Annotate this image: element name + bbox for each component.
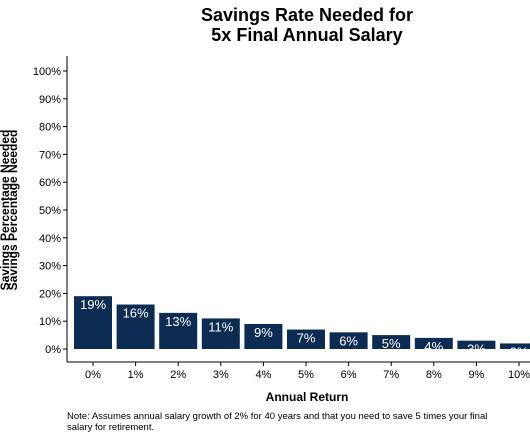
bar-data-label: 16% [123,306,149,321]
bar [329,332,368,349]
bar [74,296,112,349]
x-tick-label: 7% [383,369,399,381]
bar [159,312,198,349]
x-tick-label: 6% [341,369,357,381]
bar [116,304,155,349]
bar [372,335,411,349]
bar-data-label: 19% [80,297,106,312]
x-tick-label: 4% [255,369,271,381]
x-tick-label: 2% [170,369,186,381]
bar-data-label: 9% [254,325,273,340]
x-tick-label: 8% [426,369,442,381]
bar [287,329,325,349]
y-tick-label: 100% [33,66,61,78]
y-tick-label: 10% [39,316,61,328]
x-tick-label: 0% [85,369,101,381]
y-axis-title-group: Savings Percentage Needed Savings Percen… [0,130,20,291]
bar-data-label: 13% [165,314,191,329]
chart-title-line-2: 5x Final Annual Salary [211,25,402,45]
y-axis-ticks: 0% 10% 20% 30% 40% 50% 60% 70% 80% 90% 100% [33,66,67,356]
x-axis-ticks: 0% 1% 2% 3% 4% 5% 6% 7% 8% 9% 10% [85,362,530,381]
chart-title-line-1: Savings Rate Needed for [201,5,413,25]
x-axis-title: Annual Return [266,390,349,404]
bar [414,337,453,349]
y-tick-label: 80% [39,122,61,134]
x-tick-label: 10% [508,369,530,381]
x-tick-label: 1% [128,369,144,381]
x-tick-label: 9% [468,369,484,381]
y-tick-label: 60% [39,177,61,189]
x-tick-label: 3% [213,369,229,381]
y-tick-label: 90% [39,94,61,106]
bar-data-label: 5% [382,336,401,351]
bar [457,340,496,349]
bar [201,318,240,349]
bar [500,343,530,349]
bar [244,323,283,349]
y-axis-title: Savings Percentage Needed [0,130,12,291]
y-tick-label: 20% [39,288,61,300]
footnote: Note: Assumes annual salary growth of 2%… [67,411,488,433]
bar-data-label: 11% [208,319,233,334]
bar-data-label: 6% [339,333,358,348]
y-tick-label: 50% [39,205,61,217]
y-tick-label: 30% [39,261,61,273]
y-tick-label: 0% [45,344,61,356]
x-tick-label: 5% [298,369,314,381]
bar-data-label: 3% [467,342,486,357]
y-tick-label: 70% [39,149,61,161]
y-tick-label: 40% [39,233,61,245]
y-axis-title-shadow: Savings Percentage Needed [6,130,20,291]
bar-data-label: 2% [510,344,529,359]
bar-data-label: 7% [297,331,316,346]
bars: 19% 16% 13% 11% 9% 7% 6% 5% 4% 3% 2% [74,296,530,359]
bar-data-label: 4% [424,339,443,354]
